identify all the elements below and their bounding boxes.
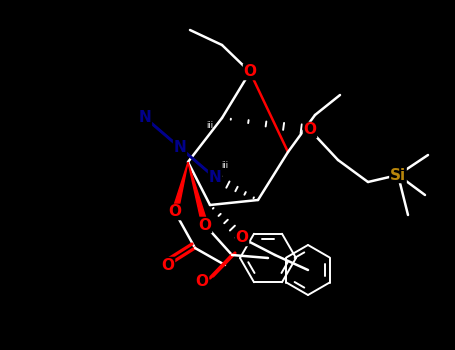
Text: N: N	[209, 170, 222, 186]
Text: O: O	[168, 204, 182, 219]
Text: O: O	[236, 231, 248, 245]
Text: O: O	[196, 274, 208, 289]
Text: iii: iii	[222, 161, 228, 170]
Text: O: O	[243, 64, 257, 79]
Polygon shape	[188, 162, 208, 226]
Text: iii: iii	[207, 121, 213, 131]
Text: O: O	[198, 217, 212, 232]
Text: O: O	[162, 258, 175, 273]
Polygon shape	[172, 162, 188, 213]
Text: N: N	[139, 111, 152, 126]
Text: N: N	[174, 140, 187, 155]
Text: Si: Si	[390, 168, 406, 182]
Text: O: O	[303, 122, 317, 138]
